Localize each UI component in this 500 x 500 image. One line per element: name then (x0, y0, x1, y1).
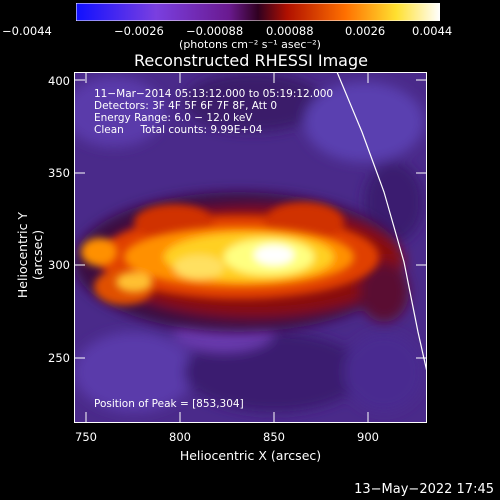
colorbar-tick-label: 0.00088 (266, 24, 314, 38)
x-axis-label: Heliocentric X (arcsec) (179, 448, 322, 463)
x-ticks (85, 72, 369, 423)
y-axis-label: Heliocentric Y (arcsec) (15, 211, 45, 299)
footer-date: 13−May−2022 17:45 (354, 482, 494, 497)
colorbar-tick-label: −0.00088 (186, 24, 244, 38)
colorbar-units: (photons cm⁻² s⁻¹ asec⁻²) (179, 38, 321, 51)
y-tick-label: 350 (48, 166, 70, 180)
x-tick-label: 750 (75, 430, 97, 444)
image-title: Reconstructed RHESSI Image (134, 51, 368, 70)
colorbar-tick-label: 0.0026 (345, 24, 386, 38)
colorbar-tick-label: −0.0044 (2, 24, 52, 38)
x-tick-label: 900 (357, 430, 379, 444)
energy-range-text: Energy Range: 6.0 − 12.0 keV (94, 112, 253, 124)
colorbar-tick-label: −0.0026 (114, 24, 164, 38)
y-tick-label: 300 (48, 258, 70, 272)
clean-counts-text: Clean Total counts: 9.99E+04 (94, 124, 263, 136)
x-tick-label: 850 (263, 430, 285, 444)
y-ticks (74, 79, 427, 359)
colorbar (76, 3, 440, 21)
y-tick-label: 250 (48, 351, 70, 365)
colorbar-tick-label: 0.0044 (412, 24, 453, 38)
time-range-text: 11−Mar−2014 05:13:12.000 to 05:19:12.000 (94, 88, 334, 100)
rhessi-image (74, 72, 427, 423)
solar-limb-line (336, 72, 427, 373)
peak-position-text: Position of Peak = [853,304] (94, 398, 244, 410)
detectors-text: Detectors: 3F 4F 5F 6F 7F 8F, Att 0 (94, 100, 278, 112)
y-tick-label: 400 (48, 74, 70, 88)
x-tick-label: 800 (169, 430, 191, 444)
